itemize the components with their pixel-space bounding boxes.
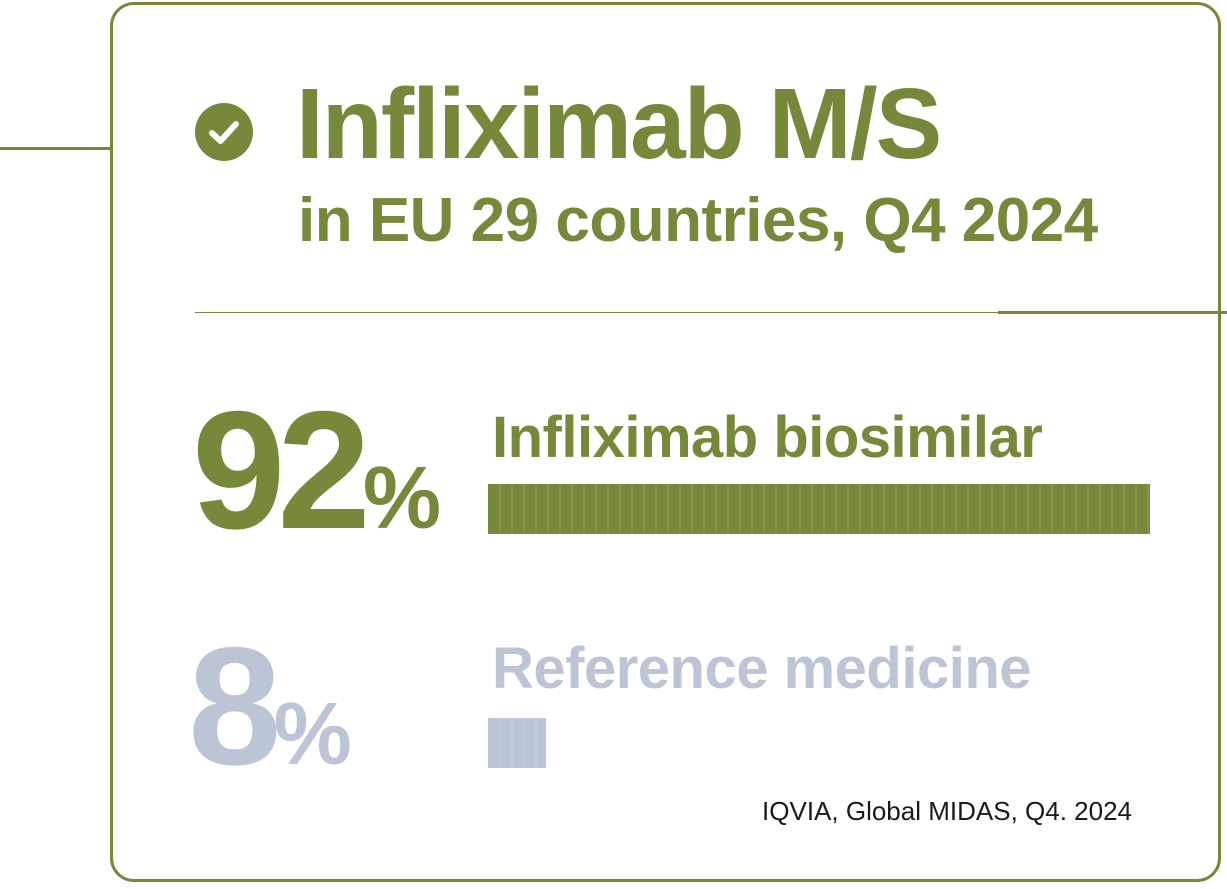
bar-reference [488,718,546,768]
value-label-biosimilar: 92% [192,386,441,554]
source-note: IQVIA, Global MIDAS, Q4. 2024 [762,796,1132,826]
bar-fill [488,484,1150,534]
connector-line [0,147,112,150]
value-number-reference: 8 [188,612,281,800]
check-circle-icon [195,103,253,161]
percent-sign-biosimilar: % [362,448,442,547]
page-subtitle: in EU 29 countries, Q4 2024 [298,186,1098,255]
category-label-biosimilar: Infliximab biosimilar [492,405,1043,470]
percent-sign-reference: % [273,684,352,783]
divider [195,312,1000,313]
bar-biosimilar [488,484,1150,534]
category-label-reference: Reference medicine [492,636,1032,701]
bar-fill [488,718,546,768]
info-card [110,2,1221,882]
value-number-biosimilar: 92 [192,376,371,564]
divider-accent [998,311,1227,314]
page-title: Infliximab M/S [296,68,942,180]
value-label-reference: 8% [188,622,352,790]
bar-0-svg [488,484,1150,534]
bar-1-svg [488,718,546,768]
